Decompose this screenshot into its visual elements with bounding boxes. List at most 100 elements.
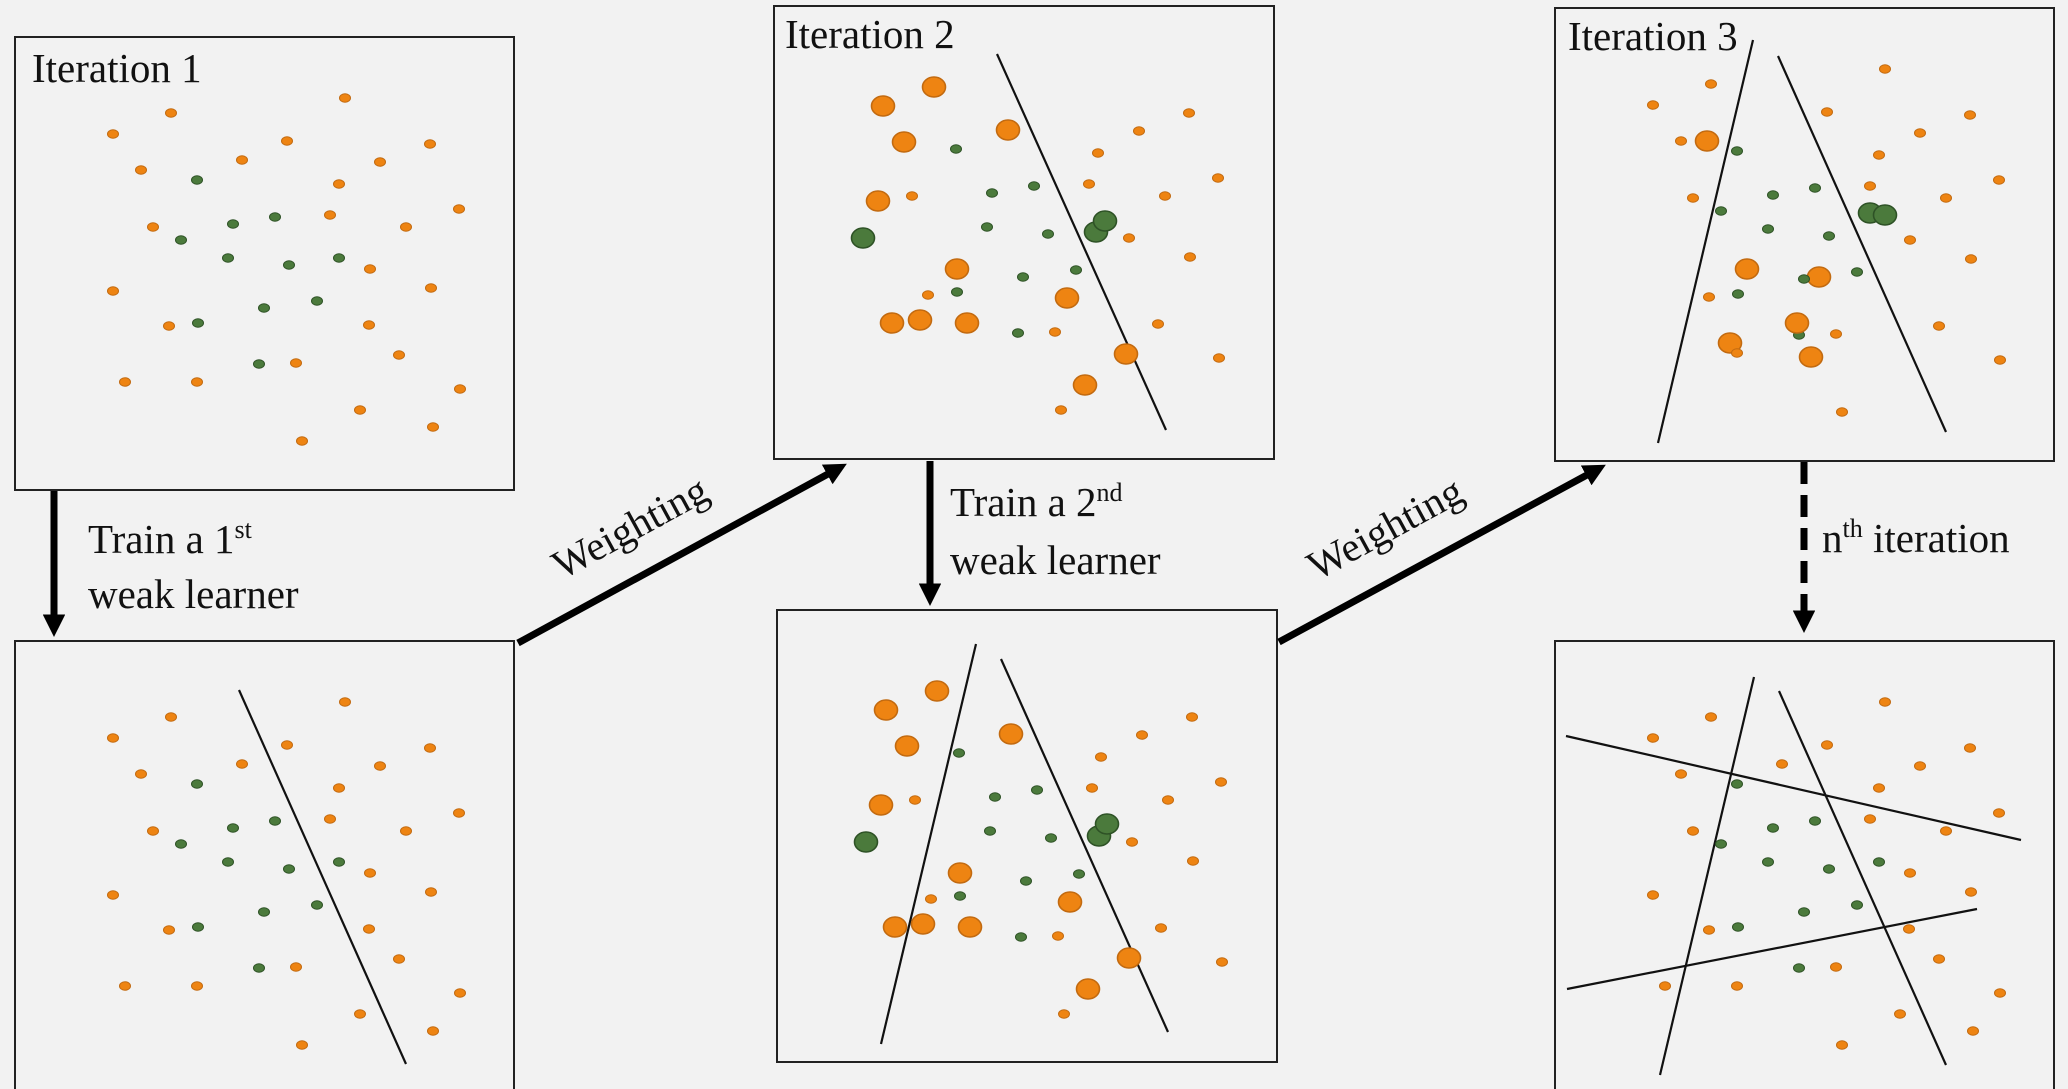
class-a-point <box>427 422 439 432</box>
class-a-point <box>165 712 177 722</box>
class-a-point-weighted <box>1694 130 1720 152</box>
class-a-point-weighted <box>894 735 920 757</box>
class-a-point <box>364 264 376 274</box>
boundary-line <box>1565 734 2022 842</box>
class-a-point <box>163 925 175 935</box>
class-b-point-weighted <box>1092 210 1118 232</box>
class-a-point <box>1159 191 1171 201</box>
iteration-1-title: Iteration 1 <box>32 45 202 91</box>
class-a-point <box>324 814 336 824</box>
class-b-point <box>253 963 265 973</box>
class-a-point <box>333 783 345 793</box>
panel-learner-2 <box>776 609 1278 1063</box>
class-a-point-weighted <box>995 119 1021 141</box>
decision-boundaries <box>237 39 2022 1076</box>
class-a-point <box>454 988 466 998</box>
class-b-point <box>1045 833 1057 843</box>
class-b-point-weighted <box>853 831 879 853</box>
class-a-point <box>1647 890 1659 900</box>
class-b-point <box>258 303 270 313</box>
class-a-point <box>1879 697 1891 707</box>
class-a-point <box>1940 193 1952 203</box>
boundary-line <box>1658 676 1756 1076</box>
class-a-point <box>1964 110 1976 120</box>
class-b-point <box>1732 922 1744 932</box>
class-b-point <box>1873 857 1885 867</box>
class-a-point <box>1821 107 1833 117</box>
class-a-point-weighted <box>870 95 896 117</box>
class-a-point <box>1183 108 1195 118</box>
class-a-point <box>324 210 336 220</box>
class-a-point <box>119 981 131 991</box>
class-b-point <box>1851 900 1863 910</box>
class-b-point <box>269 212 281 222</box>
class-a-point <box>147 826 159 836</box>
class-b-point <box>1015 932 1027 942</box>
class-a-point <box>1162 795 1174 805</box>
class-b-point <box>269 816 281 826</box>
class-a-point <box>107 733 119 743</box>
class-a-point <box>1994 988 2006 998</box>
boundary-line <box>995 53 1168 431</box>
class-a-point <box>1731 348 1743 358</box>
class-a-point <box>1933 954 1945 964</box>
class-a-point <box>1703 925 1715 935</box>
class-b-point <box>981 222 993 232</box>
class-b-point <box>175 235 187 245</box>
class-a-point <box>1836 407 1848 417</box>
class-a-point <box>296 436 308 446</box>
class-a-point <box>1873 150 1885 160</box>
class-a-point <box>1155 923 1167 933</box>
class-b-point <box>954 891 966 901</box>
class-b-point-weighted <box>850 227 876 249</box>
class-a-point <box>1647 733 1659 743</box>
class-a-point <box>1933 321 1945 331</box>
class-b-point <box>1020 876 1032 886</box>
class-a-point-weighted <box>924 680 950 702</box>
class-b-point <box>1042 229 1054 239</box>
class-a-point <box>339 697 351 707</box>
class-a-point <box>1187 856 1199 866</box>
class-a-point <box>1731 981 1743 991</box>
class-b-point <box>1762 224 1774 234</box>
class-a-point <box>925 894 937 904</box>
class-b-point <box>1823 864 1835 874</box>
class-a-point-weighted <box>873 699 899 721</box>
class-a-point-weighted <box>1798 346 1824 368</box>
class-a-point <box>1058 1009 1070 1019</box>
boundary-line <box>1776 55 1948 433</box>
class-a-point-weighted <box>944 258 970 280</box>
weighting-arrow-2 <box>1277 464 1606 646</box>
class-a-point <box>1092 148 1104 158</box>
class-a-point <box>1914 761 1926 771</box>
class-a-point <box>1123 233 1135 243</box>
class-a-point <box>1687 826 1699 836</box>
class-a-point-weighted <box>891 131 917 153</box>
class-b-point <box>222 857 234 867</box>
class-a-point <box>1133 126 1145 136</box>
panel-learner-1 <box>14 640 515 1089</box>
boundary-line <box>1656 39 1755 444</box>
class-a-point <box>1705 712 1717 722</box>
class-b-point <box>192 922 204 932</box>
class-b-point <box>1767 190 1779 200</box>
class-a-point <box>107 286 119 296</box>
class-a-point <box>453 808 465 818</box>
panel-ensemble <box>1554 640 2055 1089</box>
class-a-point <box>236 155 248 165</box>
class-a-point <box>1830 329 1842 339</box>
class-a-point <box>1083 179 1095 189</box>
class-a-point <box>163 321 175 331</box>
class-a-point-weighted <box>921 76 947 98</box>
class-b-point <box>333 857 345 867</box>
class-a-point <box>1993 808 2005 818</box>
class-b-point <box>1809 183 1821 193</box>
class-a-point-weighted <box>868 794 894 816</box>
class-b-point <box>227 219 239 229</box>
class-a-point <box>107 890 119 900</box>
train-1st-caption-line2: weak learner <box>88 571 299 617</box>
class-a-point <box>1903 924 1915 934</box>
iteration-2-title: Iteration 2 <box>785 11 955 57</box>
class-a-point <box>1086 783 1098 793</box>
